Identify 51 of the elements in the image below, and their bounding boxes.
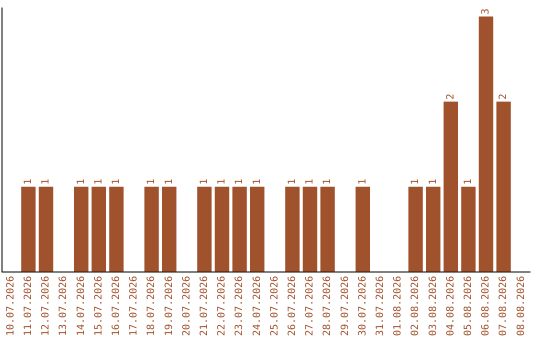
x-tick-label: 07.08.2026 — [498, 276, 510, 336]
x-tick-label: 20.07.2026 — [181, 276, 192, 336]
data-label: 1 — [428, 178, 439, 185]
x-tick-label: 28.07.2026 — [322, 276, 334, 336]
data-label: 1 — [410, 178, 422, 185]
data-label: 1 — [40, 178, 52, 185]
x-tick-label: 05.08.2026 — [462, 276, 474, 336]
x-tick-label: 27.07.2026 — [304, 276, 316, 336]
x-tick-label: 06.08.2026 — [480, 276, 492, 336]
data-label: 2 — [445, 94, 456, 100]
data-label: 1 — [462, 178, 474, 185]
x-tick-label: 10.07.2026 — [5, 276, 16, 336]
x-tick-label: 13.07.2026 — [58, 276, 70, 336]
x-tick-label: 30.07.2026 — [357, 276, 368, 336]
data-label: 2 — [498, 94, 510, 100]
x-tick-label: 18.07.2026 — [146, 276, 158, 336]
x-tick-label: 14.07.2026 — [76, 276, 87, 336]
x-tick-label: 04.08.2026 — [445, 276, 456, 336]
x-tick-label: 25.07.2026 — [269, 276, 280, 336]
data-label: 1 — [322, 178, 334, 185]
x-tick-label: 19.07.2026 — [164, 276, 175, 336]
x-tick-label: 21.07.2026 — [198, 276, 210, 336]
data-label: 1 — [146, 178, 158, 185]
x-tick-label: 29.07.2026 — [340, 276, 351, 336]
x-tick-label: 11.07.2026 — [22, 276, 34, 336]
x-tick-label: 22.07.2026 — [216, 276, 228, 336]
x-tick-label: 12.07.2026 — [40, 276, 52, 336]
x-tick-label: 24.07.2026 — [252, 276, 263, 336]
x-tick-label: 15.07.2026 — [93, 276, 104, 336]
x-tick-label: 02.08.2026 — [410, 276, 422, 336]
data-label: 1 — [234, 178, 246, 185]
x-tick-label: 08.08.2026 — [516, 276, 527, 336]
data-label: 1 — [252, 178, 263, 185]
x-tick-label: 23.07.2026 — [234, 276, 246, 336]
x-tick-label: 16.07.2026 — [110, 276, 122, 336]
data-label: 1 — [304, 178, 316, 185]
data-label: 1 — [198, 178, 210, 185]
data-label: 1 — [22, 178, 34, 185]
x-tick-label: 26.07.2026 — [286, 276, 298, 336]
data-label: 3 — [480, 8, 492, 15]
data-label: 1 — [286, 178, 298, 185]
x-tick-label: 01.08.2026 — [392, 276, 404, 336]
data-label: 1 — [110, 178, 122, 185]
x-tick-label: 03.08.2026 — [428, 276, 439, 336]
data-label: 1 — [357, 178, 368, 185]
x-tick-label: 31.07.2026 — [374, 276, 386, 336]
data-label: 1 — [216, 178, 228, 185]
data-label: 1 — [93, 178, 104, 185]
data-label: 1 — [164, 178, 175, 185]
x-tick-label: 17.07.2026 — [128, 276, 140, 336]
data-label: 1 — [76, 178, 87, 185]
